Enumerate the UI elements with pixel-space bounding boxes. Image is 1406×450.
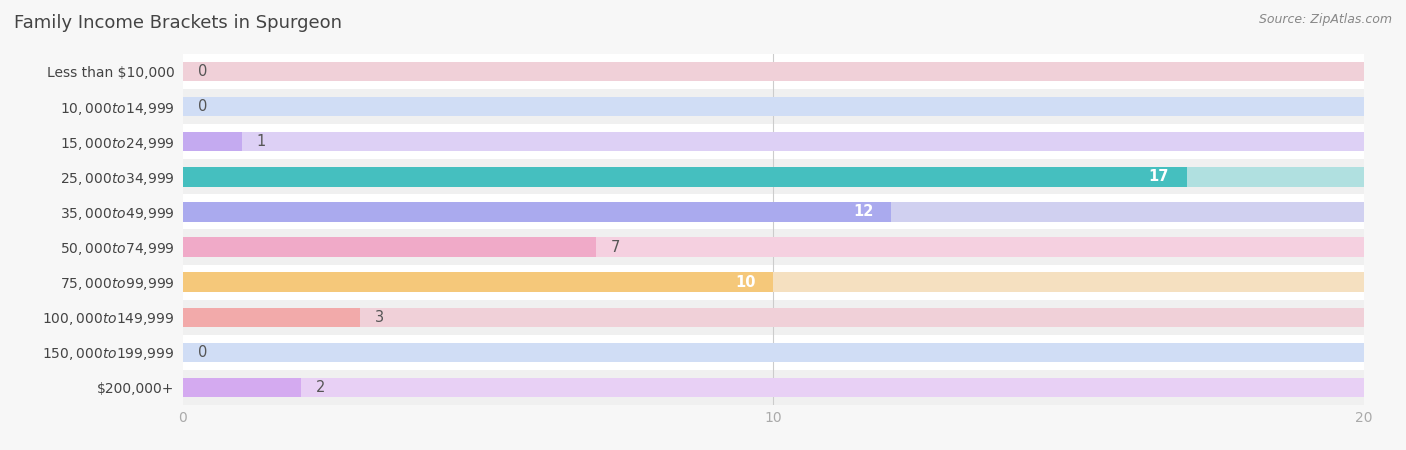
Bar (183, 378, 301, 397)
Bar (183, 230, 1364, 265)
Bar (183, 132, 1364, 151)
Bar (183, 167, 1187, 186)
Text: 17: 17 (1149, 169, 1168, 184)
Text: 12: 12 (853, 204, 873, 220)
Text: 3: 3 (374, 310, 384, 325)
Text: 1: 1 (257, 134, 266, 149)
Bar (183, 54, 1364, 89)
Bar (183, 308, 1364, 327)
Bar (183, 159, 1364, 194)
Text: 0: 0 (197, 99, 207, 114)
Bar (183, 62, 1364, 81)
Text: 10: 10 (735, 274, 755, 290)
Text: Source: ZipAtlas.com: Source: ZipAtlas.com (1258, 14, 1392, 27)
Bar (183, 238, 1364, 256)
Bar (183, 273, 1364, 292)
Bar (183, 273, 773, 292)
Bar (183, 265, 1364, 300)
Bar (183, 132, 242, 151)
Bar (183, 335, 1364, 370)
Bar (183, 300, 1364, 335)
Text: 0: 0 (197, 64, 207, 79)
Bar (183, 343, 1364, 362)
Bar (183, 308, 360, 327)
Bar (183, 97, 1364, 116)
Bar (183, 202, 1364, 221)
Bar (183, 89, 1364, 124)
Text: 7: 7 (612, 239, 620, 255)
Bar (183, 370, 1364, 405)
Bar (183, 194, 1364, 230)
Bar (183, 167, 1364, 186)
Bar (183, 378, 1364, 397)
Bar (183, 238, 596, 256)
Bar (183, 124, 1364, 159)
Text: 0: 0 (197, 345, 207, 360)
Text: Family Income Brackets in Spurgeon: Family Income Brackets in Spurgeon (14, 14, 342, 32)
Bar (183, 202, 891, 221)
Text: 2: 2 (315, 380, 325, 395)
